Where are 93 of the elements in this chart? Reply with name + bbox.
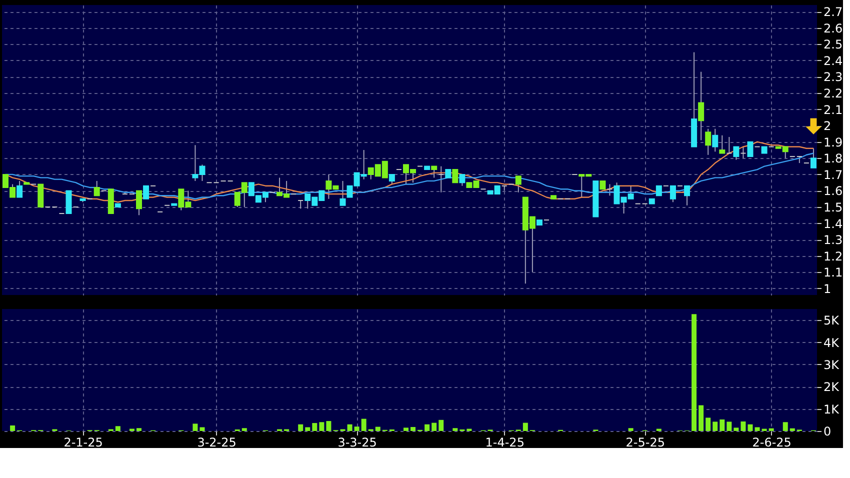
candlestick <box>684 185 690 206</box>
bar <box>242 428 247 431</box>
candlestick <box>656 185 662 196</box>
candlestick <box>705 128 712 156</box>
candlestick <box>515 176 522 193</box>
y-tick-label: 2K <box>824 380 840 394</box>
bar <box>136 428 142 431</box>
y-tick-label: 1.8 <box>824 152 843 166</box>
bar <box>628 428 634 431</box>
bar <box>10 425 16 431</box>
candlestick <box>136 190 142 216</box>
bar <box>754 427 760 431</box>
y-tick-label: 1.7 <box>824 168 843 182</box>
x-tick-label: 1-4-25 <box>485 436 524 450</box>
candlestick <box>606 184 613 196</box>
bar <box>768 428 774 431</box>
bar <box>432 422 437 431</box>
y-tick-label: 2 <box>824 119 832 134</box>
bar <box>712 422 718 431</box>
bar <box>298 424 304 431</box>
bar <box>410 427 416 431</box>
x-tick-label: 2-1-25 <box>64 436 103 450</box>
y-tick-label: 1.3 <box>824 233 843 248</box>
bar <box>740 421 746 431</box>
y-tick-label: 1.2 <box>824 249 843 264</box>
y-tick-label: 4K <box>824 336 840 350</box>
y-tick-label: 2.5 <box>824 38 843 52</box>
candlestick <box>298 200 304 210</box>
candlestick <box>452 169 458 184</box>
y-tick-label: 2.2 <box>824 86 843 100</box>
y-tick-label: 2.3 <box>824 70 843 84</box>
x-tick-label: 3-3-25 <box>338 436 377 450</box>
bar <box>452 428 458 431</box>
y-tick-label: 2.6 <box>824 21 843 36</box>
candlestick <box>94 180 100 196</box>
y-tick-label: 1.5 <box>824 200 843 215</box>
x-tick-label: 3-2-25 <box>197 436 236 450</box>
x-tick-label: 2-6-25 <box>752 436 792 450</box>
candlestick <box>740 146 746 159</box>
y-tick-label: 5K <box>824 314 840 328</box>
y-tick-label: 1.6 <box>824 184 843 198</box>
candlestick <box>38 184 44 208</box>
candlestick <box>670 185 676 203</box>
bar <box>720 419 725 431</box>
bar <box>115 426 120 431</box>
bar <box>706 418 711 431</box>
candlestick <box>726 136 732 154</box>
y-tick-label: 1.4 <box>824 216 843 231</box>
y-tick-label: 3K <box>824 358 840 372</box>
bar <box>326 421 332 431</box>
bar <box>347 424 352 431</box>
bar <box>361 418 366 431</box>
bar <box>698 405 704 431</box>
candlestick <box>698 71 704 141</box>
candlestick <box>733 146 740 160</box>
y-tick-label: 1K <box>824 402 840 416</box>
bar <box>726 422 732 431</box>
bar <box>305 427 310 431</box>
bar <box>375 426 380 431</box>
bar <box>354 426 360 431</box>
bar <box>424 424 430 431</box>
y-tick-label: 0 <box>824 424 832 438</box>
bar <box>319 422 324 431</box>
bar <box>790 428 795 431</box>
y-tick-label: 2.4 <box>824 54 843 68</box>
bar <box>748 424 753 431</box>
bar <box>734 428 739 431</box>
bar <box>200 427 205 431</box>
y-tick-label: 1.9 <box>824 135 843 150</box>
candlestick <box>810 148 816 168</box>
candlestick <box>431 166 438 178</box>
bar <box>522 422 528 431</box>
candlestick <box>712 128 718 152</box>
candlestick <box>388 174 395 185</box>
candlestick <box>66 190 72 214</box>
y-tick-label: 2.7 <box>824 5 843 20</box>
candlestick <box>340 180 346 206</box>
y-tick-label: 1.1 <box>824 266 843 280</box>
candlestick <box>16 180 23 198</box>
bar <box>403 428 408 431</box>
candlestick <box>459 174 466 186</box>
candlestick <box>747 141 754 158</box>
bar <box>782 422 788 431</box>
bar <box>438 420 444 431</box>
x-tick-label: 2-5-25 <box>626 436 665 450</box>
bar <box>692 314 697 431</box>
candlestick <box>719 134 726 154</box>
candlestick <box>143 185 150 200</box>
bar <box>312 423 318 431</box>
y-tick-label: 1 <box>824 282 832 296</box>
y-tick-label: 2.1 <box>824 102 843 117</box>
candlestick <box>438 166 444 193</box>
bar <box>192 424 198 431</box>
